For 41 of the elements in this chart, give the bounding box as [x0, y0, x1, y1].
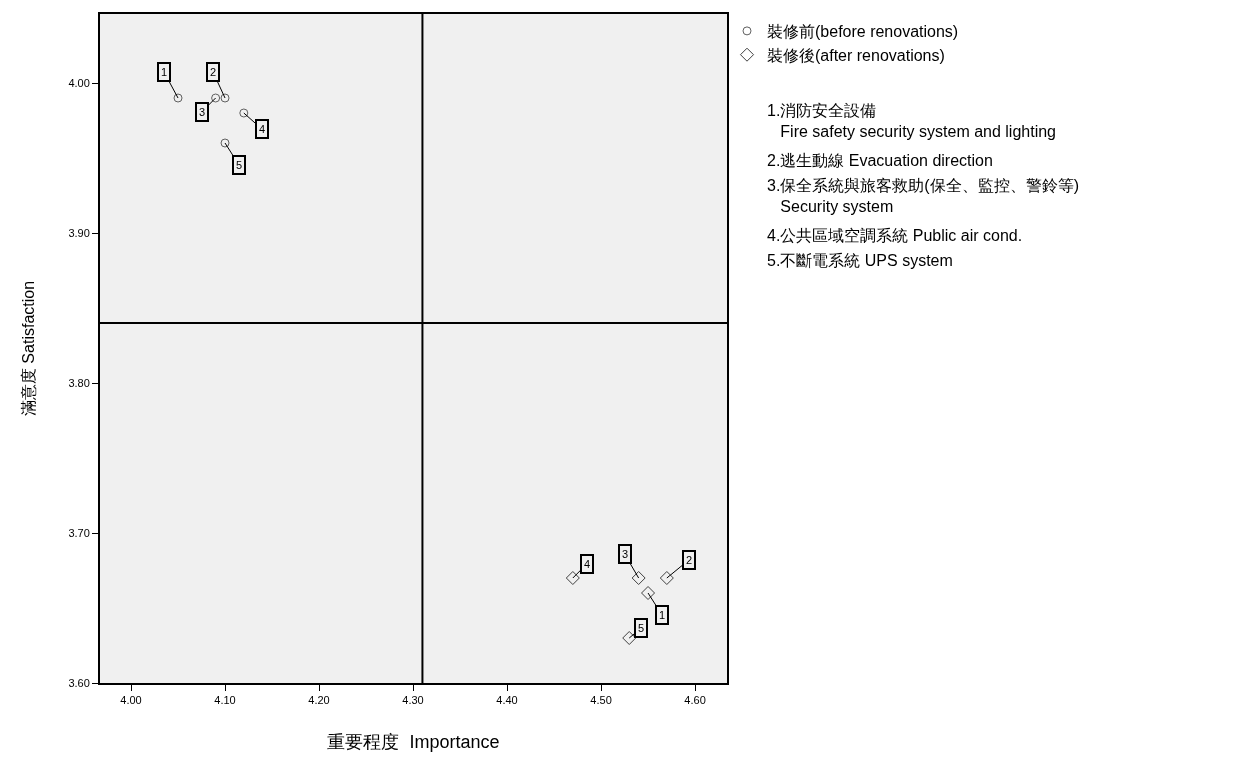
point — [641, 586, 656, 600]
point — [220, 93, 230, 103]
x-tick-label: 4.30 — [402, 694, 424, 707]
point — [631, 571, 646, 585]
text: 1.消防安全設備 Fire safety security system and lighting — [767, 102, 1056, 140]
annotation: 1 — [161, 66, 168, 78]
text: 4.公共區域空調系統 Public air cond. — [767, 227, 1023, 244]
legend-label: 裝修後(after renovations) — [767, 46, 945, 64]
x-axis-title: 重要程度 Importance — [327, 731, 500, 752]
x-tick-label: 4.50 — [590, 694, 612, 707]
annotation: 3 — [199, 106, 206, 118]
point — [659, 571, 674, 585]
point — [239, 108, 249, 118]
x-tick-label: 4.60 — [684, 694, 706, 707]
text: 3.保全系統與旅客救助(保全、監控、警鈴等) Security system — [767, 177, 1079, 215]
point — [211, 93, 221, 103]
point — [622, 631, 637, 645]
point — [173, 93, 183, 103]
y-tick-label: 4.00 — [68, 76, 90, 89]
x-tick-label: 4.10 — [214, 694, 236, 707]
y-tick-label: 3.80 — [68, 376, 90, 389]
y-axis-title: 滿意度 Satisfaction — [19, 280, 37, 417]
annotation: 2 — [210, 66, 217, 78]
point — [565, 571, 580, 585]
annotation: 5 — [638, 622, 645, 634]
x-tick-label: 4.00 — [120, 694, 142, 707]
annotation: 4 — [584, 558, 591, 570]
annotation: 3 — [622, 548, 629, 560]
y-tick-label: 3.90 — [68, 226, 90, 239]
y-tick-label: 3.70 — [68, 526, 90, 539]
text: 2.逃生動線 Evacuation direction — [767, 152, 993, 169]
point — [220, 138, 230, 148]
x-tick-label: 4.20 — [308, 694, 330, 707]
annotation: 5 — [236, 159, 243, 171]
annotation: 1 — [659, 609, 666, 621]
annotation: 4 — [259, 123, 266, 135]
text: 5.不斷電系統 UPS system — [767, 252, 953, 269]
y-tick-label: 3.60 — [68, 676, 90, 689]
x-tick-label: 4.40 — [496, 694, 518, 707]
legend-label: 裝修前(before renovations) — [767, 23, 959, 41]
annotation: 2 — [686, 554, 693, 566]
